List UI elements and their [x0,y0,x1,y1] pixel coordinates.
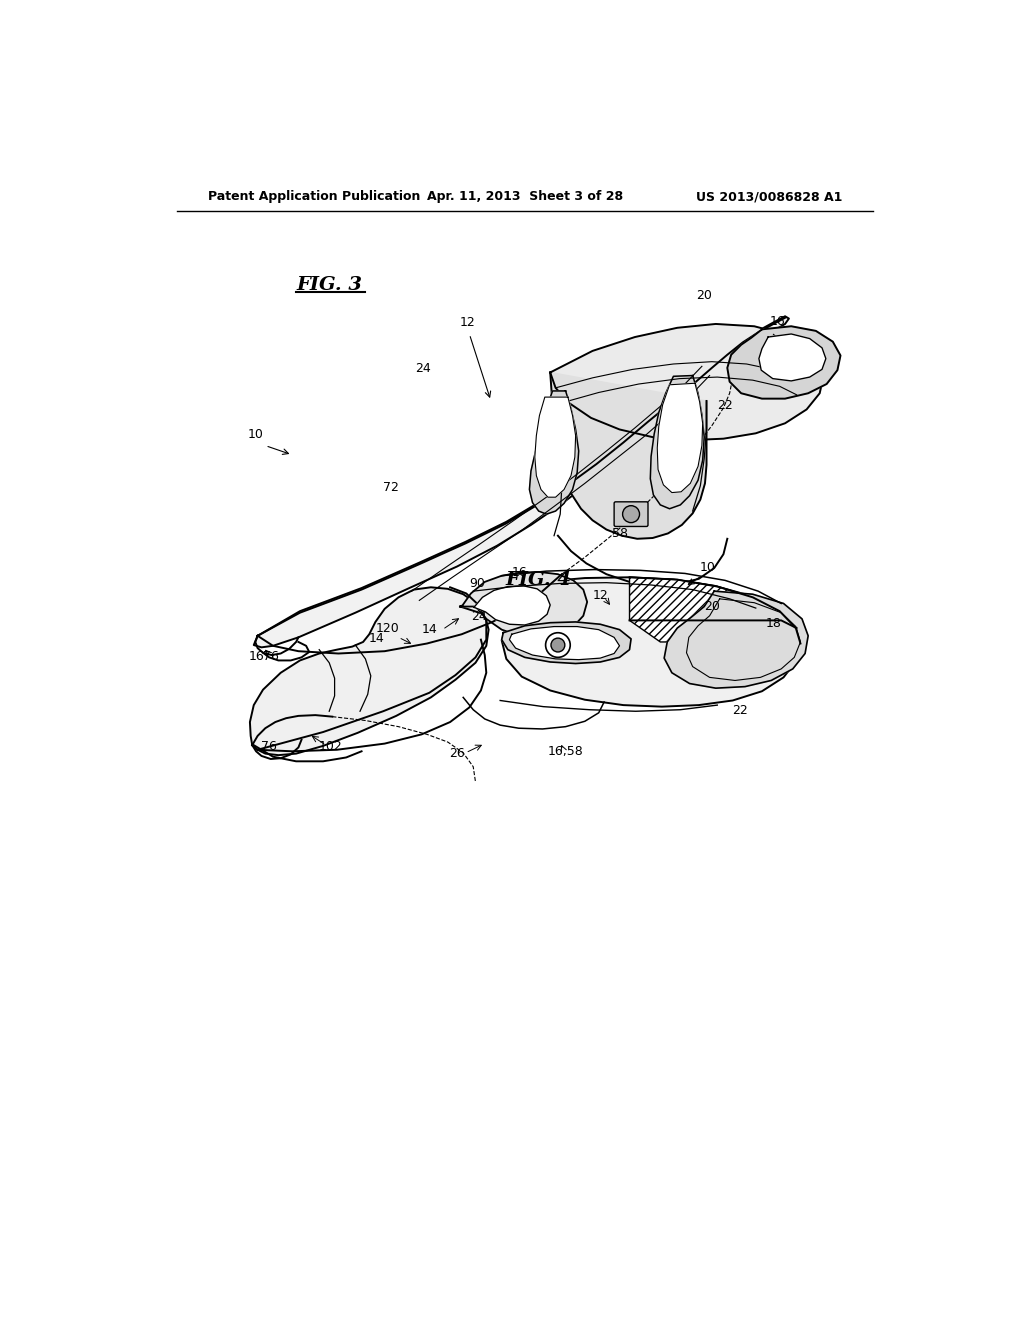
Text: 14: 14 [422,623,437,636]
Text: 16: 16 [769,314,785,327]
Text: 16: 16 [512,566,527,578]
Text: FIG. 4: FIG. 4 [506,572,571,589]
Polygon shape [254,317,788,647]
Circle shape [551,638,565,652]
Text: 10: 10 [248,428,264,441]
Polygon shape [759,334,826,381]
Polygon shape [650,376,705,508]
Text: 12: 12 [593,589,608,602]
Polygon shape [535,397,575,498]
Polygon shape [657,383,702,492]
Text: 90: 90 [469,577,485,590]
Polygon shape [630,577,801,644]
Text: Patent Application Publication: Patent Application Publication [208,190,420,203]
Polygon shape [509,627,620,660]
Text: 16: 16 [248,651,264,664]
Text: 120: 120 [376,622,399,635]
Text: 76: 76 [263,651,279,664]
Polygon shape [727,326,841,399]
Text: US 2013/0086828 A1: US 2013/0086828 A1 [695,190,842,203]
Text: 102: 102 [318,739,343,752]
Text: 58: 58 [611,527,628,540]
Circle shape [546,632,570,657]
Text: 24: 24 [471,610,486,623]
Polygon shape [529,391,579,515]
Text: 22: 22 [732,705,749,717]
Polygon shape [474,586,550,626]
Polygon shape [550,323,823,441]
Text: 14: 14 [369,632,385,645]
Text: 76: 76 [261,739,278,752]
Text: 20: 20 [696,289,712,301]
Text: 10: 10 [700,561,716,574]
Text: 22: 22 [717,400,733,412]
Polygon shape [250,587,488,755]
Text: 26: 26 [450,747,465,760]
Polygon shape [502,622,631,664]
Text: Apr. 11, 2013  Sheet 3 of 28: Apr. 11, 2013 Sheet 3 of 28 [427,190,623,203]
Polygon shape [550,372,707,539]
Polygon shape [460,577,801,706]
Text: 16,58: 16,58 [548,746,584,758]
Text: 20: 20 [703,599,720,612]
Text: 24: 24 [416,363,431,375]
Polygon shape [462,572,587,638]
Text: 18: 18 [766,616,781,630]
Polygon shape [665,591,808,688]
Circle shape [623,506,640,523]
Text: FIG. 3: FIG. 3 [296,276,362,294]
FancyBboxPatch shape [614,502,648,527]
Text: 12: 12 [460,317,476,329]
Text: 72: 72 [383,480,398,494]
